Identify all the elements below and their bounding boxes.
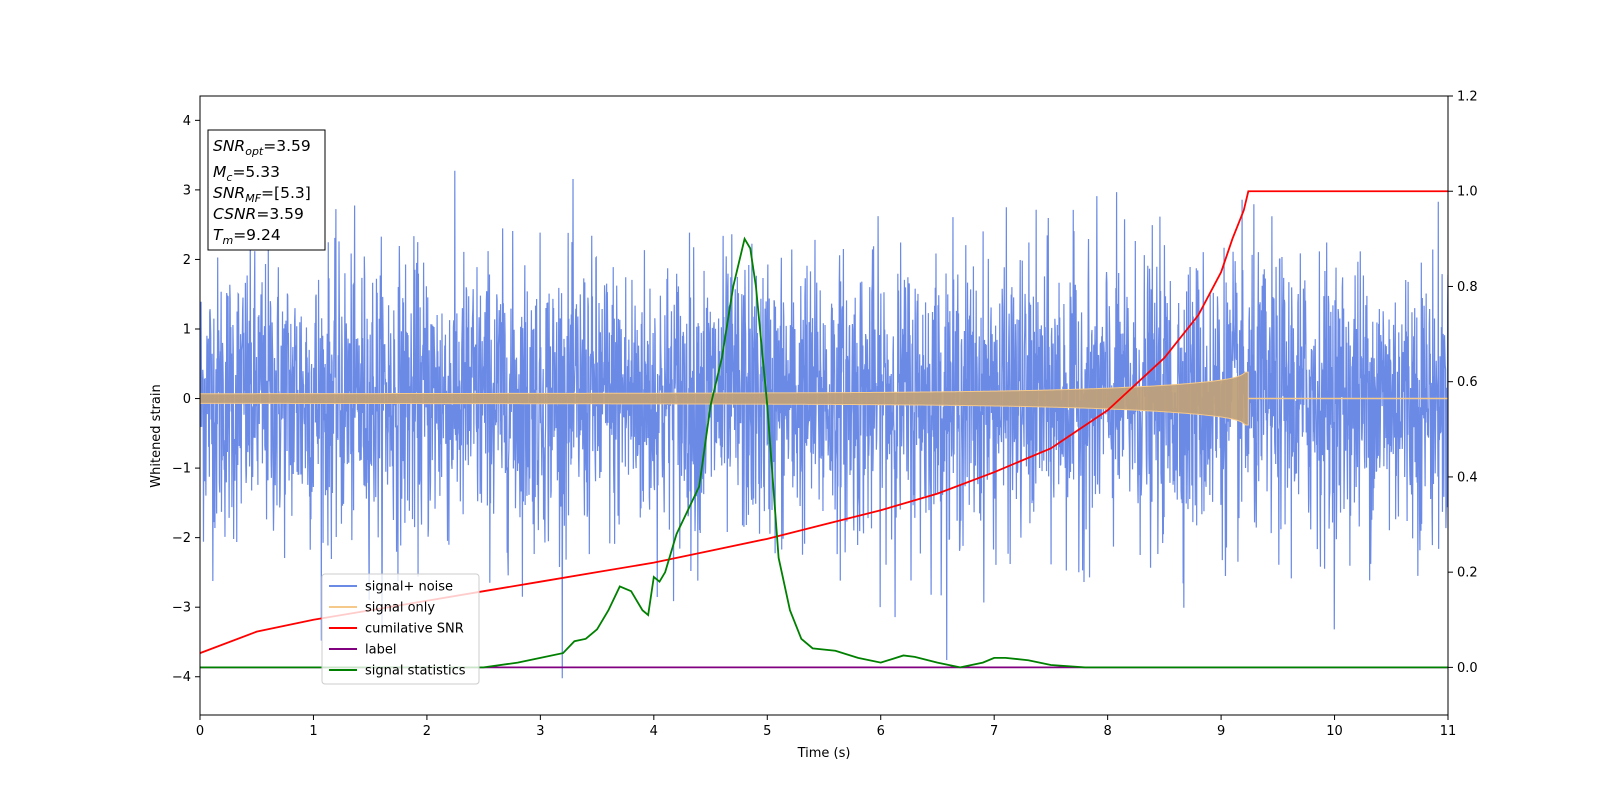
x-tick-label: 9 bbox=[1217, 724, 1225, 739]
y-tick-label: 2 bbox=[183, 253, 191, 268]
x-tick-label: 2 bbox=[423, 724, 431, 739]
y2-tick-label: 0.8 bbox=[1457, 280, 1478, 295]
x-axis-label: Time (s) bbox=[797, 746, 851, 761]
series-signal-statistics bbox=[200, 236, 1448, 669]
legend-label: label bbox=[365, 643, 396, 658]
series-signal-noise bbox=[200, 170, 1448, 679]
y2-tick-label: 0.6 bbox=[1457, 375, 1478, 390]
y-tick-label: 1 bbox=[183, 322, 191, 337]
x-tick-label: 6 bbox=[877, 724, 885, 739]
y2-tick-label: 1.2 bbox=[1457, 90, 1478, 105]
x-tick-label: 11 bbox=[1440, 724, 1457, 739]
legend-label: signal+ noise bbox=[365, 580, 453, 595]
y2-tick-label: 1.0 bbox=[1457, 185, 1478, 200]
y2-tick-label: 0.0 bbox=[1457, 661, 1478, 676]
legend-label: signal only bbox=[365, 601, 435, 616]
plot-frame bbox=[199, 95, 1449, 716]
x-tick-label: 10 bbox=[1326, 724, 1343, 739]
y2-tick-label: 0.2 bbox=[1457, 566, 1478, 581]
legend: signal+ noise signal only cumilative SNR la… bbox=[321, 573, 480, 685]
info-line: CSNR=3.59 bbox=[213, 205, 304, 223]
y-axis-label: Whitened strain bbox=[149, 384, 164, 487]
y2-tick-label: 0.4 bbox=[1457, 470, 1478, 485]
legend-items: signal+ noise signal only cumilative SNR la… bbox=[329, 580, 466, 679]
y-tick-label: −4 bbox=[172, 670, 191, 685]
x-tick-label: 0 bbox=[196, 724, 204, 739]
y-tick-label: 3 bbox=[183, 183, 191, 198]
legend-label: cumilative SNR bbox=[365, 622, 464, 637]
y-tick-label: −2 bbox=[172, 531, 191, 546]
x-tick-label: 5 bbox=[763, 724, 771, 739]
info-box-frame bbox=[207, 129, 326, 251]
x-tick-label: 4 bbox=[650, 724, 658, 739]
series-signal-only bbox=[200, 371, 1249, 426]
info-line: SNRMF=[5.3] bbox=[213, 184, 311, 205]
x-tick-label: 8 bbox=[1103, 724, 1111, 739]
ticks-layer: 0 1 2 3 4 5 6 7 8 9 10 11 −4 −3 −2 −1 0 1 2 3 4 0.0 0.2 0.4 0.6 0… bbox=[172, 90, 1478, 740]
y-tick-label: −1 bbox=[172, 462, 191, 477]
info-line: SNRopt=3.59 bbox=[213, 137, 311, 158]
y-tick-label: −3 bbox=[172, 601, 191, 616]
legend-frame bbox=[321, 573, 480, 685]
x-tick-label: 1 bbox=[309, 724, 317, 739]
y-tick-label: 0 bbox=[183, 392, 191, 407]
x-tick-label: 3 bbox=[536, 724, 544, 739]
info-line: Mc=5.33 bbox=[213, 163, 280, 184]
x-tick-label: 7 bbox=[990, 724, 998, 739]
y-tick-label: 4 bbox=[183, 114, 191, 129]
info-line: Tm=9.24 bbox=[213, 226, 281, 247]
legend-label: signal statistics bbox=[365, 664, 466, 679]
